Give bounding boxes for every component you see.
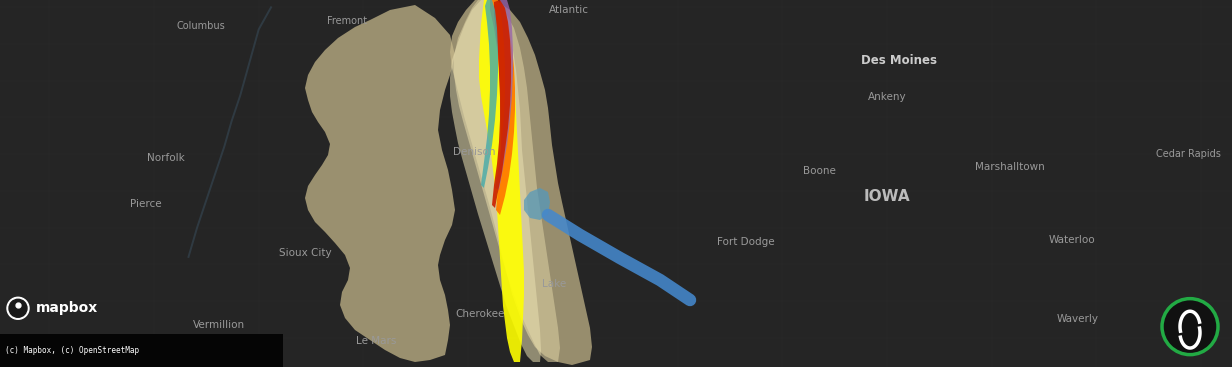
Polygon shape [450, 0, 541, 362]
Text: mapbox: mapbox [36, 301, 99, 315]
Text: Sioux City: Sioux City [280, 248, 331, 258]
Text: Cedar Rapids: Cedar Rapids [1157, 149, 1221, 159]
Polygon shape [490, 0, 515, 215]
Text: Fremont: Fremont [328, 16, 367, 26]
Polygon shape [524, 188, 549, 220]
Circle shape [7, 297, 30, 319]
Text: Marshalltown: Marshalltown [976, 162, 1045, 172]
Polygon shape [450, 0, 593, 365]
Text: Atlantic: Atlantic [549, 5, 589, 15]
Text: Cherokee: Cherokee [456, 309, 505, 319]
Text: Le Mars: Le Mars [356, 336, 395, 346]
Text: Lake: Lake [542, 279, 567, 290]
Text: Denison: Denison [453, 147, 495, 157]
Polygon shape [306, 5, 455, 362]
Text: Des Moines: Des Moines [861, 54, 938, 67]
Text: Waterloo: Waterloo [1048, 235, 1095, 246]
Text: Vermillion: Vermillion [193, 320, 245, 330]
Polygon shape [495, 0, 513, 190]
Bar [0, 334, 283, 367]
Circle shape [1162, 299, 1218, 355]
Polygon shape [480, 0, 498, 188]
Text: Columbus: Columbus [176, 21, 225, 32]
Polygon shape [492, 0, 511, 208]
Text: Ankeny: Ankeny [867, 92, 907, 102]
Text: (c) Mapbox, (c) OpenStreetMap: (c) Mapbox, (c) OpenStreetMap [5, 346, 139, 355]
Text: Fort Dodge: Fort Dodge [717, 237, 774, 247]
Text: Waverly: Waverly [1057, 314, 1099, 324]
Polygon shape [455, 0, 561, 362]
Text: Pierce: Pierce [129, 199, 161, 209]
Text: Norfolk: Norfolk [148, 153, 185, 163]
Polygon shape [479, 0, 524, 362]
Text: IOWA: IOWA [864, 189, 910, 204]
Text: Boone: Boone [803, 166, 835, 176]
Circle shape [9, 299, 27, 317]
